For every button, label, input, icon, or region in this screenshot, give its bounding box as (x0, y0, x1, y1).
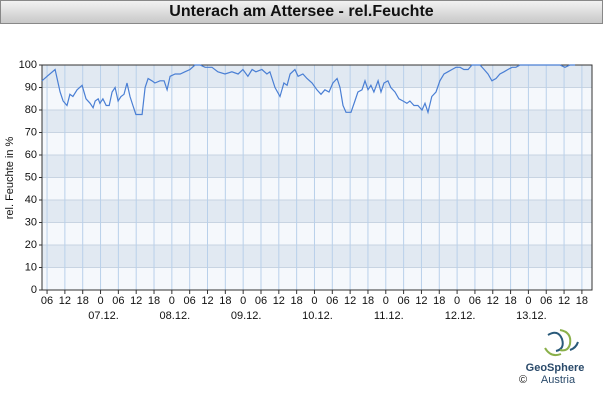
logo-name: GeoSphere (526, 362, 585, 374)
x-tick-label: 06 (540, 295, 552, 307)
y-tick-label: 10 (25, 261, 37, 273)
x-tick-label: 06 (326, 295, 338, 307)
grid-band (42, 155, 592, 178)
x-tick-label: 0 (454, 295, 460, 307)
x-tick-label: 18 (433, 295, 445, 307)
x-tick-label: 18 (148, 295, 160, 307)
y-tick-label: 90 (25, 81, 37, 93)
grid-band (42, 110, 592, 133)
x-tick-label: 12 (59, 295, 71, 307)
x-tick-label: 06 (112, 295, 124, 307)
x-tick-label: 12 (487, 295, 499, 307)
y-tick-label: 60 (25, 149, 37, 161)
logo-icon (544, 329, 579, 357)
day-label: 11.12. (374, 310, 404, 322)
day-label: 13.12. (516, 310, 547, 322)
x-tick-label: 0 (169, 295, 175, 307)
x-tick-label: 12 (273, 295, 285, 307)
y-tick-label: 40 (25, 194, 37, 206)
x-tick-label: 18 (291, 295, 303, 307)
plot-border (41, 64, 593, 291)
x-tick-label: 0 (240, 295, 246, 307)
x-tick-label: 12 (558, 295, 570, 307)
logo-sub: Austria (541, 374, 576, 386)
x-tick-label: 06 (41, 295, 53, 307)
x-tick-label: 06 (255, 295, 267, 307)
y-tick-label: 0 (31, 284, 37, 296)
x-tick-label: 12 (415, 295, 427, 307)
x-tick-label: 0 (525, 295, 531, 307)
x-tick-label: 18 (362, 295, 374, 307)
day-label: 12.12. (445, 310, 476, 322)
y-tick-label: 100 (19, 59, 37, 71)
copyright: © (519, 374, 527, 386)
x-tick-label: 06 (184, 295, 196, 307)
x-tick-label: 12 (344, 295, 356, 307)
y-tick-label: 30 (25, 216, 37, 228)
x-tick-label: 0 (383, 295, 389, 307)
day-label: 09.12. (231, 310, 262, 322)
x-tick-label: 12 (130, 295, 142, 307)
x-tick-label: 18 (219, 295, 231, 307)
grid-band (42, 65, 592, 88)
x-tick-label: 06 (469, 295, 481, 307)
chart-title: Unterach am Attersee - rel.Feuchte (0, 0, 603, 24)
y-tick-label: 70 (25, 126, 37, 138)
y-tick-label: 50 (25, 171, 37, 183)
day-label: 07.12. (88, 310, 119, 322)
x-tick-label: 18 (77, 295, 89, 307)
day-label: 10.12. (302, 310, 333, 322)
y-tick-label: 80 (25, 104, 37, 116)
x-tick-label: 06 (397, 295, 409, 307)
x-tick-label: 12 (201, 295, 213, 307)
x-tick-label: 0 (97, 295, 103, 307)
y-axis-label: rel. Feuchte in % (4, 137, 16, 220)
data-line (41, 64, 576, 116)
x-tick-label: 0 (311, 295, 317, 307)
grid-band (42, 200, 592, 223)
day-label: 08.12. (160, 310, 191, 322)
x-tick-label: 18 (576, 295, 588, 307)
grid-band (42, 245, 592, 268)
x-tick-label: 18 (504, 295, 516, 307)
y-tick-label: 20 (25, 239, 37, 251)
